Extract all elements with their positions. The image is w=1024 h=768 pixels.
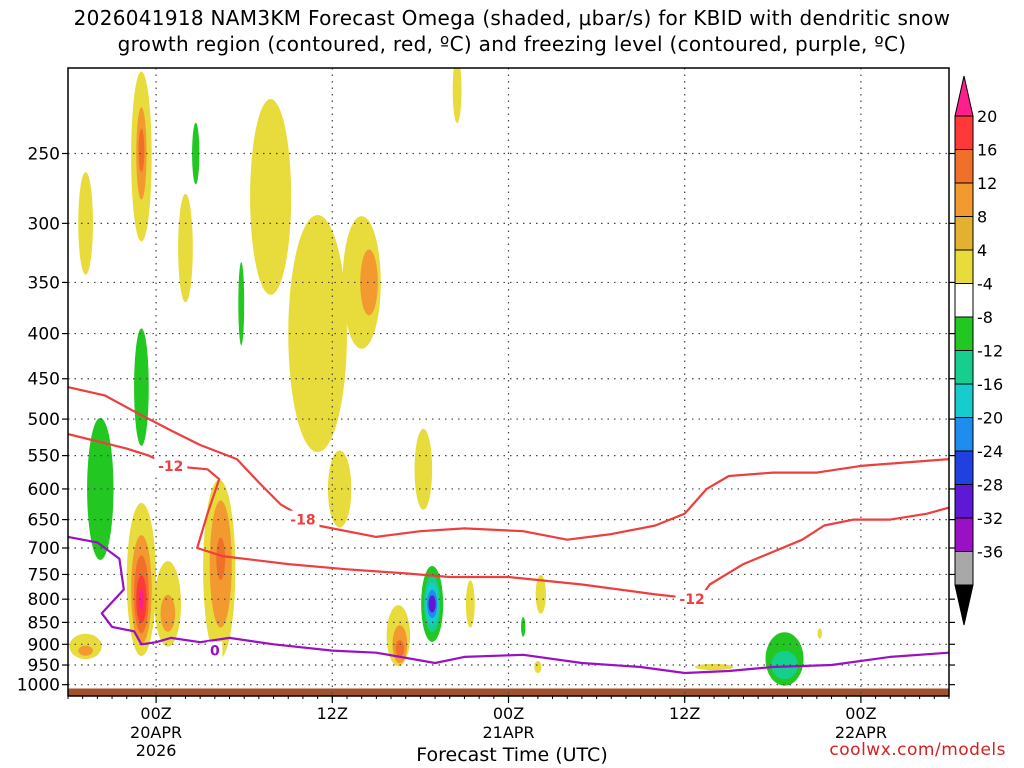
y-tick-label-700: 700 <box>28 539 60 559</box>
omega-region-3 <box>87 417 114 560</box>
y-tick-label-350: 350 <box>28 273 60 293</box>
x-tick-label-0: 00Z <box>140 704 171 723</box>
omega-region-29 <box>414 428 433 510</box>
omega-region-2 <box>78 645 93 656</box>
colorbar-bottom-arrow <box>954 584 974 626</box>
y-tick-label-250: 250 <box>28 144 60 164</box>
omega-region-40 <box>694 663 734 671</box>
contour-label-0: -12 <box>158 459 183 475</box>
colorbar-swatch-10 <box>954 417 974 452</box>
y-tick-label-850: 850 <box>28 613 60 633</box>
contour-label-bg-0 <box>154 456 188 474</box>
contour-line-2 <box>68 386 949 541</box>
omega-region-35 <box>452 68 462 123</box>
colorbar-swatch-2 <box>954 149 974 184</box>
omega-region-17 <box>238 262 245 346</box>
contour-line-1 <box>698 506 949 600</box>
colorbar-label-13: -36 <box>977 543 1003 562</box>
contour-label-3: 0 <box>210 644 220 660</box>
x-tick-label-3: 12Z <box>669 704 700 723</box>
omega-region-16 <box>178 193 193 303</box>
colorbar-label-11: -28 <box>977 476 1003 495</box>
omega-region-20 <box>216 537 226 581</box>
colorbar-swatch-9 <box>954 383 974 418</box>
omega-region-36 <box>465 580 475 628</box>
x-tick-sublabel-4-0: 22APR <box>835 723 887 742</box>
colorbar-label-9: -20 <box>977 409 1003 428</box>
colorbar-label-12: -32 <box>977 509 1003 528</box>
source-credit[interactable]: coolwx.com/models <box>829 740 1006 760</box>
omega-region-22 <box>288 214 347 453</box>
x-tick-sublabel-0-1: 2026 <box>136 741 177 760</box>
omega-region-12 <box>139 588 144 610</box>
omega-region-38 <box>535 574 546 614</box>
colorbar-label-2: 12 <box>977 174 997 193</box>
colorbar-swatch-13 <box>954 517 974 552</box>
omega-region-39 <box>534 661 542 674</box>
omega-region-42 <box>771 650 798 680</box>
y-tick-label-750: 750 <box>28 565 60 585</box>
colorbar-label-8: -16 <box>977 375 1003 394</box>
omega-region-24 <box>360 249 378 316</box>
omega-region-34 <box>428 595 436 613</box>
y-tick-label-300: 300 <box>28 214 60 234</box>
colorbar-top-arrow <box>954 75 974 117</box>
y-tick-label-800: 800 <box>28 590 60 610</box>
contour-line-3 <box>68 535 949 675</box>
colorbar-label-6: -8 <box>977 308 993 327</box>
y-tick-label-500: 500 <box>28 410 60 430</box>
colorbar-swatch-6 <box>954 283 974 318</box>
colorbar-label-1: 16 <box>977 141 997 160</box>
contour-label-bg-1 <box>675 590 709 608</box>
omega-region-15 <box>192 122 200 185</box>
omega-region-14 <box>160 594 176 632</box>
y-tick-label-600: 600 <box>28 480 60 500</box>
omega-region-37 <box>520 617 526 637</box>
x-tick-label-4: 00Z <box>845 704 876 723</box>
colorbar-label-3: 8 <box>977 208 987 227</box>
omega-region-25 <box>327 450 352 528</box>
x-tick-label-2: 00Z <box>493 704 524 723</box>
colorbar-swatch-4 <box>954 216 974 251</box>
colorbar-label-5: -4 <box>977 275 993 294</box>
colorbar-swatch-14 <box>954 551 974 586</box>
colorbar-label-0: 20 <box>977 107 997 126</box>
contour-label-2: -18 <box>290 513 315 529</box>
colorbar-swatch-3 <box>954 182 974 217</box>
colorbar-swatch-11 <box>954 450 974 485</box>
y-tick-label-950: 950 <box>28 656 60 676</box>
x-axis-label: Forecast Time (UTC) <box>416 744 608 766</box>
y-tick-label-1000: 1000 <box>17 676 60 696</box>
chart-title-line-1: 2026041918 NAM3KM Forecast Omega (shaded… <box>73 6 951 30</box>
y-tick-label-400: 400 <box>28 325 60 345</box>
omega-region-6 <box>138 128 145 173</box>
contour-label-bg-3 <box>207 641 223 659</box>
omega-region-43 <box>817 628 822 639</box>
y-tick-label-550: 550 <box>28 447 60 467</box>
colorbar-swatch-7 <box>954 316 974 351</box>
x-tick-sublabel-0-0: 20APR <box>130 723 182 742</box>
colorbar-label-4: 4 <box>977 241 987 260</box>
colorbar-swatch-8 <box>954 350 974 385</box>
colorbar-swatch-5 <box>954 249 974 284</box>
omega-region-28 <box>395 640 405 657</box>
y-tick-label-450: 450 <box>28 370 60 390</box>
colorbar-label-10: -24 <box>977 442 1003 461</box>
contour-label-bg-2 <box>286 510 320 528</box>
omega-region-0 <box>78 171 93 275</box>
omega-region-7 <box>134 328 149 446</box>
chart-title-line-2: growth region (contoured, red, ºC) and f… <box>117 32 907 56</box>
contour-label-1: -12 <box>679 592 704 608</box>
colorbar-swatch-1 <box>954 115 974 150</box>
y-tick-label-650: 650 <box>28 511 60 531</box>
omega-region-21 <box>250 99 292 295</box>
x-tick-label-1: 12Z <box>317 704 348 723</box>
y-tick-label-900: 900 <box>28 635 60 655</box>
colorbar-label-7: -12 <box>977 342 1003 361</box>
colorbar-swatch-12 <box>954 484 974 519</box>
x-tick-sublabel-2-0: 21APR <box>482 723 534 742</box>
